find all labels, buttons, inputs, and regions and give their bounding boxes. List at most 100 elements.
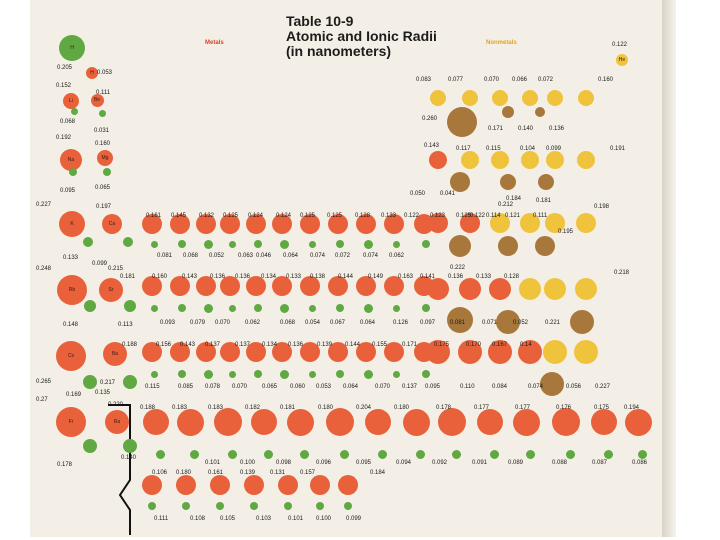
radius-value: 0.068 <box>280 320 296 326</box>
transition-metal <box>384 214 404 234</box>
atom-na <box>60 149 82 171</box>
radius-value: 0.126 <box>393 320 409 326</box>
radius-value: 0.050 <box>410 191 426 197</box>
radius-value: 0.205 <box>57 65 73 71</box>
p-block-atom <box>492 90 508 106</box>
atom-mg <box>97 150 113 166</box>
anion <box>535 107 545 117</box>
radius-value: 0.221 <box>545 320 561 326</box>
radius-value: 0.134 <box>261 274 277 280</box>
p-block-atom <box>490 213 510 233</box>
radius-value: 0.070 <box>375 384 391 390</box>
radius-value: 0.071 <box>482 320 498 326</box>
transition-cation <box>308 304 316 312</box>
transition-cation <box>392 370 400 378</box>
actinide <box>338 475 358 495</box>
p-block-atom <box>547 90 563 106</box>
radius-value: 0.180 <box>318 405 334 411</box>
lanthanide <box>438 408 466 436</box>
radius-value: 0.138 <box>310 274 326 280</box>
radius-value: 0.148 <box>63 322 79 328</box>
radius-value: 0.085 <box>178 384 194 390</box>
radius-value: 0.114 <box>486 213 501 219</box>
radius-value: 0.121 <box>505 213 521 219</box>
radius-value: 0.081 <box>157 253 173 259</box>
radius-value: 0.094 <box>396 460 412 466</box>
p-block-atom <box>430 90 446 106</box>
radius-value: 0.133 <box>63 255 79 261</box>
radius-value: 0.161 <box>208 470 224 476</box>
radius-value: 0.065 <box>95 185 111 191</box>
p-block-atom <box>519 278 541 300</box>
actinide-cation <box>182 502 190 510</box>
radius-value: 0.122 <box>470 213 486 219</box>
radius-value: 0.101 <box>288 516 304 522</box>
cation-dot <box>70 107 78 115</box>
p-block-atom <box>578 90 594 106</box>
anion <box>496 310 520 334</box>
radius-value: 0.136 <box>549 126 565 132</box>
radius-value: 0.170 <box>466 342 482 348</box>
radius-value: 0.157 <box>300 470 316 476</box>
transition-metal <box>196 342 216 362</box>
transition-cation <box>308 370 316 378</box>
transition-metal <box>220 276 240 296</box>
radius-value: 0.053 <box>316 384 332 390</box>
radius-value: 0.197 <box>96 204 112 210</box>
p-block-atom <box>544 278 566 300</box>
transition-cation <box>363 369 373 379</box>
transition-cation <box>178 240 186 248</box>
transition-cation <box>392 304 400 312</box>
radius-value: 0.052 <box>513 320 529 326</box>
radius-value: 0.143 <box>180 342 196 348</box>
element-symbol: Ca <box>108 221 116 227</box>
radius-value: 0.103 <box>256 516 272 522</box>
radius-value: 0.195 <box>558 229 574 235</box>
transition-metal <box>300 342 320 362</box>
element-symbol: H <box>90 70 94 76</box>
transition-metal <box>356 276 376 296</box>
lanthanide <box>365 409 391 435</box>
radius-value: 0.111 <box>96 90 111 96</box>
radius-value: 0.072 <box>335 253 351 259</box>
lanthanide <box>402 408 430 436</box>
p-block-atom <box>546 151 564 169</box>
radius-value: 0.125 <box>456 213 472 219</box>
radius-value: 0.133 <box>476 274 492 280</box>
element-symbol: Ba <box>111 351 119 357</box>
radius-value: 0.135 <box>95 390 111 396</box>
transition-cation <box>422 240 430 248</box>
radius-value: 0.177 <box>474 405 490 411</box>
atom-ra <box>105 410 129 434</box>
transition-cation <box>254 304 262 312</box>
radius-value: 0.171 <box>402 342 418 348</box>
lanthanide-cation <box>189 449 199 459</box>
transition-metal <box>246 276 266 296</box>
transition-cation <box>279 239 289 249</box>
radius-value: 0.074 <box>363 253 379 259</box>
transition-metal <box>170 214 190 234</box>
radius-value: 0.188 <box>140 405 156 411</box>
element-symbol: Rb <box>68 287 76 293</box>
radius-value: 0.183 <box>172 405 188 411</box>
transition-cation <box>203 303 213 313</box>
radius-value: 0.124 <box>248 213 264 219</box>
actinide <box>244 475 264 495</box>
radius-value: 0.220 <box>108 402 124 408</box>
radius-value: 0.046 <box>256 253 272 259</box>
atom-rb <box>57 275 87 305</box>
p-block-atom <box>577 151 595 169</box>
radius-value: 0.139 <box>317 342 333 348</box>
radius-value: 0.066 <box>512 77 528 83</box>
radius-value: 0.152 <box>56 83 72 89</box>
radius-value: 0.178 <box>436 405 452 411</box>
table-title: Table 10-9 Atomic and Ionic Radii (in na… <box>286 14 437 59</box>
atom-fr <box>56 407 86 437</box>
transition-metal <box>328 276 348 296</box>
transition-metal <box>300 276 320 296</box>
lanthanide-cation <box>377 449 387 459</box>
atom-ca <box>102 214 122 234</box>
radius-value: 0.086 <box>632 460 648 466</box>
transition-metal <box>246 342 266 362</box>
radius-value: 0.122 <box>612 42 628 48</box>
